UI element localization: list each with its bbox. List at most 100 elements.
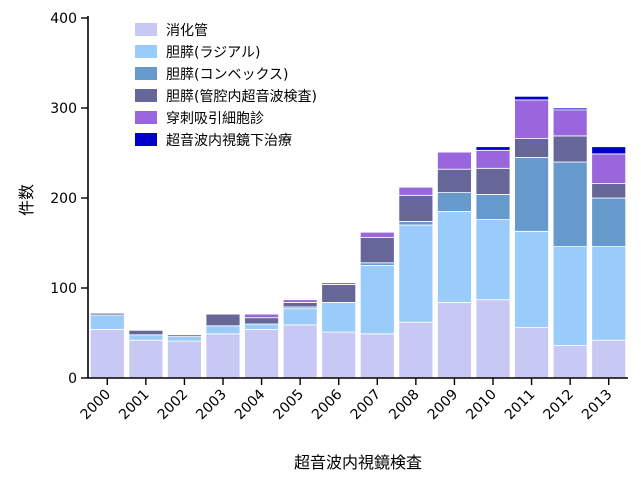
bar-segment-2002-0 (167, 340, 202, 379)
bar-segment-2000-1 (89, 314, 125, 330)
bar-segment-2008-1 (398, 224, 434, 323)
x-axis-title: 超音波内視鏡検査 (294, 453, 422, 472)
bar-segment-2003-1 (205, 325, 241, 335)
bar-segment-2003-0 (205, 333, 241, 379)
legend-label-0: 消化管 (166, 23, 208, 39)
bar-segment-2013-4 (591, 153, 627, 184)
legend-label-4: 穿刺吸引細胞診 (166, 111, 264, 127)
bar-segment-2009-0 (437, 301, 472, 379)
bar-segment-2012-2 (552, 161, 588, 247)
bar-segment-2013-3 (591, 183, 627, 199)
bar-segment-2006-4 (321, 282, 357, 285)
legend-swatch-3 (135, 89, 157, 102)
x-tick-label-2006: 2006 (309, 386, 346, 423)
x-tick-label-2010: 2010 (463, 387, 500, 424)
legend-label-1: 胆膵(ラジアル) (166, 45, 261, 61)
bar-segment-2006-0 (321, 331, 357, 379)
bar-segment-2007-1 (359, 265, 395, 335)
legend-label-3: 胆膵(管腔内超音波検査) (166, 88, 317, 105)
bar-segment-2009-3 (437, 168, 472, 193)
bar-segment-2011-1 (514, 230, 549, 329)
legend-swatch-5 (135, 133, 157, 146)
bar-segment-2013-2 (591, 197, 627, 247)
y-tick-label-200: 200 (50, 191, 77, 207)
bar-segment-2007-3 (359, 237, 395, 264)
x-tick-label-2001: 2001 (116, 387, 153, 424)
bar-segment-2005-1 (282, 308, 318, 326)
bar-segment-2012-4 (552, 109, 588, 137)
bars-layer (89, 95, 627, 379)
bar-segment-2001-0 (128, 339, 164, 379)
bar-segment-2005-3 (282, 301, 318, 308)
bar-segment-2010-0 (475, 299, 511, 379)
bar-segment-2007-4 (359, 231, 395, 238)
legend-swatch-2 (135, 67, 157, 80)
bar-segment-2002-1 (167, 336, 202, 342)
bar-segment-2010-5 (475, 146, 511, 151)
bar-segment-2003-3 (205, 313, 241, 327)
legend-label-2: 胆膵(コンベックス) (166, 67, 289, 83)
bar-segment-2008-0 (398, 321, 434, 379)
bar-segment-2010-2 (475, 193, 511, 220)
x-tick-label-2011: 2011 (502, 387, 539, 424)
bar-segment-2007-2 (359, 262, 395, 266)
x-tick-label-2009: 2009 (425, 387, 462, 424)
bar-segment-2009-1 (437, 211, 472, 303)
y-tick-label-100: 100 (50, 281, 77, 297)
bar-segment-2005-0 (282, 324, 318, 379)
bar-segment-2011-0 (514, 327, 549, 379)
x-tick-label-2008: 2008 (386, 387, 423, 424)
x-tick-label-2000: 2000 (78, 387, 115, 424)
bar-segment-2012-1 (552, 246, 588, 347)
bar-segment-2012-0 (552, 345, 588, 379)
y-axis-title: 件数 (17, 184, 36, 216)
bar-segment-2008-4 (398, 186, 434, 196)
bar-segment-2006-3 (321, 283, 357, 303)
bar-segment-2004-4 (244, 313, 279, 319)
x-tick-label-2012: 2012 (540, 387, 577, 424)
bar-segment-2010-1 (475, 219, 511, 301)
bar-segment-2009-2 (437, 192, 472, 212)
bar-segment-2000-0 (89, 328, 125, 379)
bar-segment-2001-1 (128, 334, 164, 341)
bar-segment-2011-5 (514, 95, 549, 101)
bar-segment-2008-2 (398, 220, 434, 226)
bar-segment-2013-5 (591, 146, 627, 155)
bar-segment-2011-3 (514, 138, 549, 158)
bar-segment-2007-0 (359, 333, 395, 379)
x-tick-label-2004: 2004 (232, 386, 269, 423)
bar-segment-2010-3 (475, 167, 511, 195)
x-tick-label-2005: 2005 (270, 387, 307, 424)
x-tick-label-2003: 2003 (193, 387, 230, 424)
bar-segment-2006-1 (321, 301, 357, 333)
y-tick-label-0: 0 (68, 371, 77, 387)
bar-segment-2012-3 (552, 135, 588, 163)
legend-swatch-1 (135, 45, 157, 58)
legend-label-5: 超音波内視鏡下治療 (166, 132, 292, 149)
bar-segment-2002-3 (167, 334, 202, 337)
x-tick-label-2002: 2002 (155, 387, 192, 424)
bar-segment-2013-0 (591, 339, 627, 379)
bar-segment-2001-3 (128, 329, 164, 336)
bar-segment-2000-3 (89, 312, 125, 316)
bar-segment-2013-1 (591, 246, 627, 341)
bar-segment-2004-1 (244, 323, 279, 330)
x-tick-label-2013: 2013 (579, 387, 616, 424)
legend-swatch-0 (135, 23, 157, 36)
bar-segment-2012-5 (552, 107, 588, 111)
bar-segment-2004-3 (244, 317, 279, 325)
bar-segment-2004-0 (244, 328, 279, 379)
bar-segment-2011-2 (514, 157, 549, 232)
x-tick-label-2007: 2007 (348, 387, 385, 424)
bar-segment-2011-4 (514, 99, 549, 140)
legend-swatch-4 (135, 111, 157, 124)
bar-segment-2009-4 (437, 151, 472, 170)
y-tick-label-300: 300 (50, 101, 77, 117)
y-tick-label-400: 400 (50, 11, 77, 27)
bar-segment-2008-3 (398, 194, 434, 222)
bar-segment-2005-4 (282, 299, 318, 303)
bar-segment-2010-4 (475, 149, 511, 169)
